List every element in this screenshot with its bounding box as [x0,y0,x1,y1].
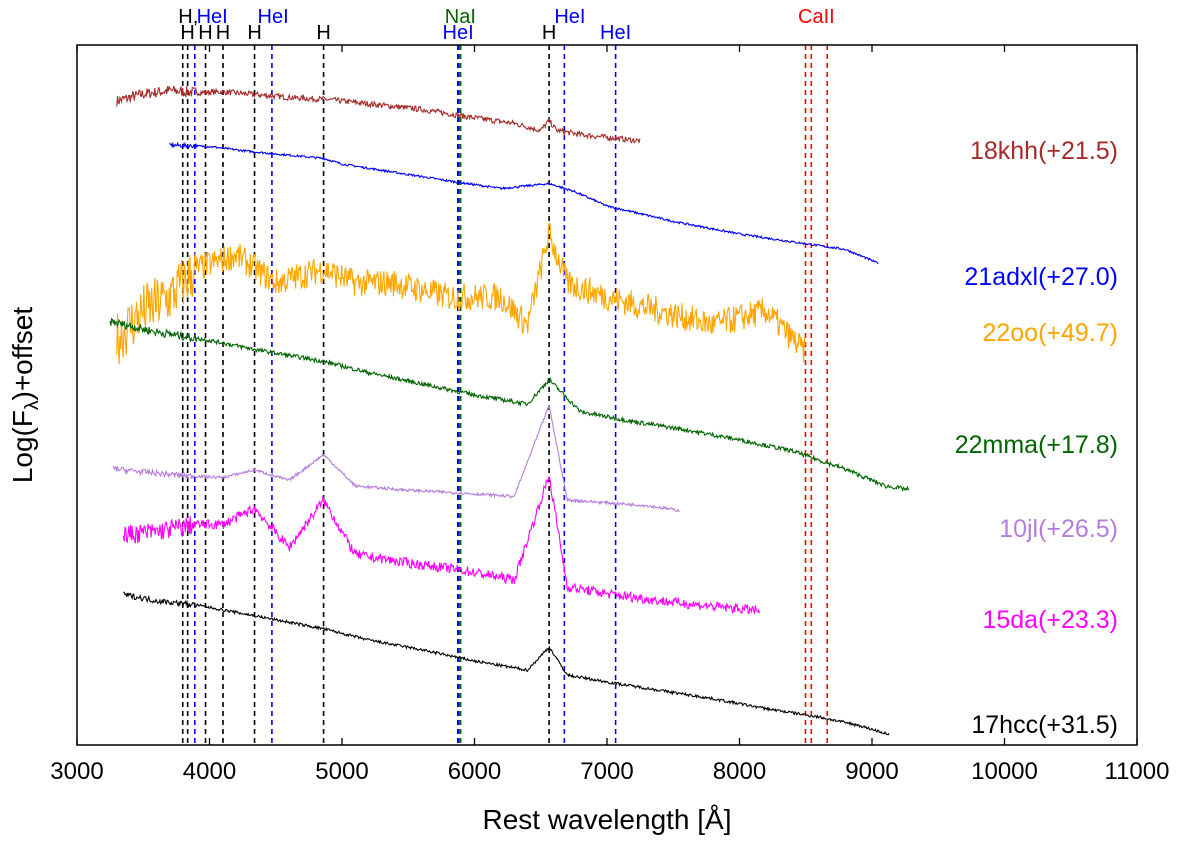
x-tick-label: 10000 [971,758,1038,785]
spectrum-line [116,85,641,144]
ion-label: HeI [554,6,585,28]
spectrum-line [112,404,680,513]
ion-label: NaI [445,6,476,28]
series-label: 18khh(+21.5) [970,137,1118,165]
ion-label: H, [178,6,198,28]
x-axis-label: Rest wavelength [Å] [482,804,731,835]
series-label: 10jl(+26.5) [999,515,1118,543]
x-tick-label: 3000 [50,758,103,785]
ion-label: HeI [197,6,228,28]
y-axis-label-sub: λ [22,400,43,410]
x-tick-label: 6000 [448,758,501,785]
plot-background [77,45,1137,745]
reference-line-label: H [216,22,230,44]
reference-line-label: H [316,22,330,44]
series-label: 22oo(+49.7) [982,319,1118,347]
reference-line-label: H [198,22,212,44]
spectrum-line [122,591,890,736]
series-label: 21adxl(+27.0) [964,263,1118,291]
x-tick-label: 11000 [1105,758,1170,785]
reference-line-label: H [180,22,194,44]
spectrum-line [169,141,879,265]
spectrum-line [122,476,760,615]
ion-label: HeI [258,6,289,28]
reference-line-label: HeI [443,22,474,44]
x-tick-label: 9000 [845,758,898,785]
reference-line-label: H [247,22,261,44]
ion-label: CaII [798,6,835,28]
y-axis-label: Log(Fλ)+offset [7,307,43,484]
x-tick-label: 4000 [183,758,236,785]
series-label: 22mma(+17.8) [955,431,1118,459]
spectra-series [109,85,910,736]
spectrum-line [116,221,806,365]
x-tick-label: 7000 [580,758,633,785]
x-tick-label: 5000 [315,758,368,785]
y-axis-label-main: Log(F [7,410,38,483]
y-axis-label-tail: )+offset [7,307,38,401]
series-label: 17hcc(+31.5) [971,711,1118,739]
spectrum-line [109,317,910,492]
x-tick-label: 8000 [713,758,766,785]
series-labels: 18khh(+21.5) 21adxl(+27.0) 22oo(+49.7) 22mm… [955,137,1118,739]
x-axis-ticks: 3000 4000 5000 6000 7000 8000 9000 10000 11000 [50,45,1169,785]
series-label: 15da(+23.3) [982,606,1118,634]
reference-line-label: H [542,22,556,44]
reference-line-label: HeI [600,22,631,44]
